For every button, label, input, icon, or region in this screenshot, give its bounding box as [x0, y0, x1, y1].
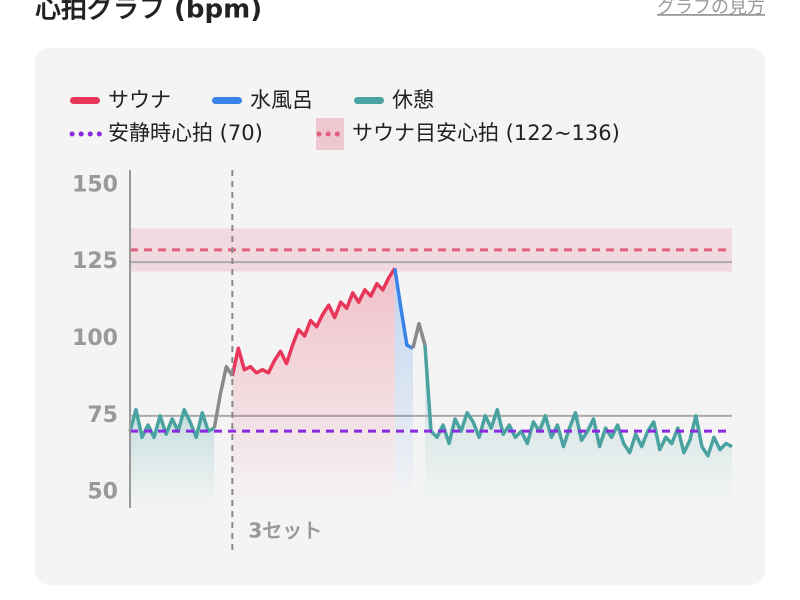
legend-swatch	[354, 97, 384, 104]
series-line	[423, 345, 733, 458]
series-line	[411, 321, 427, 349]
series-line	[128, 407, 216, 440]
help-link[interactable]: グラフの見方	[657, 0, 765, 18]
series-line	[393, 268, 414, 350]
legend-label: サウナ目安心拍 (122~136)	[352, 121, 620, 145]
legend-swatch	[212, 97, 242, 104]
y-tick-label: 100	[72, 326, 118, 351]
series-line	[212, 364, 234, 429]
legend-label: 安静時心拍 (70)	[108, 121, 263, 145]
y-tick-label: 150	[72, 172, 118, 197]
legend-label: サウナ	[108, 88, 171, 112]
series-line	[230, 267, 397, 377]
set-marker-label: 3セット	[248, 519, 322, 543]
legend-label: 水風呂	[250, 88, 313, 112]
series-area	[394, 268, 413, 508]
y-tick-label: 125	[72, 249, 118, 274]
legend-swatch	[70, 97, 100, 104]
legend-label: 休憩	[392, 88, 434, 112]
page-title: 心拍グラフ (bpm)	[35, 0, 262, 25]
y-tick-label: 50	[87, 480, 118, 505]
y-tick-label: 75	[87, 403, 118, 428]
series-area	[232, 268, 395, 508]
